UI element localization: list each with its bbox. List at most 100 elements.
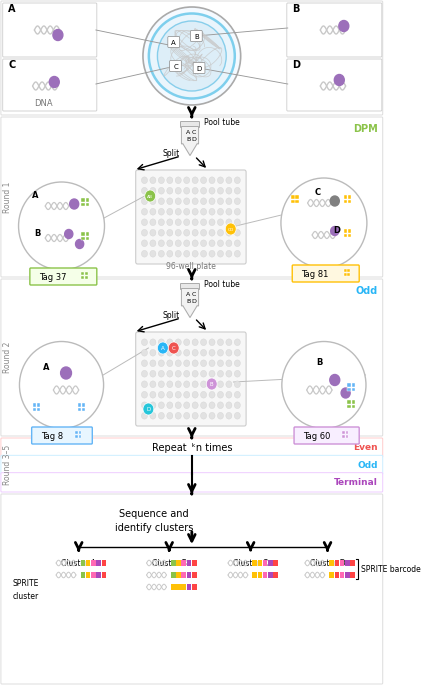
- Circle shape: [175, 339, 181, 346]
- Circle shape: [167, 240, 173, 247]
- Circle shape: [150, 371, 156, 377]
- Circle shape: [234, 219, 240, 225]
- Circle shape: [142, 381, 148, 388]
- FancyBboxPatch shape: [342, 435, 345, 438]
- FancyBboxPatch shape: [348, 234, 351, 237]
- FancyBboxPatch shape: [296, 195, 298, 199]
- Circle shape: [209, 219, 215, 225]
- Circle shape: [331, 227, 339, 236]
- FancyBboxPatch shape: [291, 199, 295, 203]
- Circle shape: [167, 208, 173, 215]
- Circle shape: [201, 339, 206, 346]
- FancyBboxPatch shape: [33, 403, 36, 406]
- Text: B: B: [194, 34, 199, 40]
- Circle shape: [167, 360, 173, 366]
- Text: A: A: [171, 40, 176, 45]
- Text: D: D: [146, 407, 151, 412]
- FancyBboxPatch shape: [86, 203, 89, 206]
- Circle shape: [150, 402, 156, 409]
- Text: CD: CD: [228, 227, 234, 232]
- Circle shape: [218, 391, 223, 398]
- Circle shape: [150, 412, 156, 419]
- Text: D: D: [191, 299, 196, 304]
- Text: B: B: [34, 229, 41, 238]
- Circle shape: [175, 198, 181, 205]
- Text: AB: AB: [147, 195, 153, 199]
- FancyBboxPatch shape: [1, 438, 383, 458]
- FancyBboxPatch shape: [33, 408, 36, 411]
- Text: Even: Even: [354, 443, 378, 452]
- Ellipse shape: [19, 182, 104, 270]
- Circle shape: [209, 349, 215, 356]
- FancyBboxPatch shape: [268, 560, 273, 566]
- Circle shape: [150, 240, 156, 247]
- Text: D: D: [196, 66, 202, 71]
- FancyBboxPatch shape: [79, 431, 81, 434]
- Circle shape: [192, 219, 198, 225]
- Text: A: A: [32, 191, 38, 200]
- FancyBboxPatch shape: [294, 427, 359, 444]
- FancyBboxPatch shape: [3, 59, 97, 111]
- Circle shape: [158, 381, 165, 388]
- FancyBboxPatch shape: [344, 234, 347, 237]
- Circle shape: [341, 388, 350, 398]
- Circle shape: [201, 371, 206, 377]
- Circle shape: [175, 229, 181, 236]
- FancyBboxPatch shape: [329, 572, 334, 578]
- Circle shape: [226, 188, 232, 194]
- Circle shape: [150, 229, 156, 236]
- FancyBboxPatch shape: [86, 560, 90, 566]
- Circle shape: [175, 219, 181, 225]
- Circle shape: [142, 391, 148, 398]
- FancyBboxPatch shape: [176, 572, 181, 578]
- FancyBboxPatch shape: [78, 403, 81, 406]
- Circle shape: [226, 219, 232, 225]
- Circle shape: [226, 412, 232, 419]
- FancyBboxPatch shape: [86, 572, 90, 578]
- Circle shape: [142, 177, 148, 184]
- FancyBboxPatch shape: [171, 560, 176, 566]
- Circle shape: [209, 188, 215, 194]
- FancyBboxPatch shape: [1, 117, 383, 277]
- FancyBboxPatch shape: [344, 229, 347, 232]
- FancyBboxPatch shape: [81, 232, 85, 236]
- FancyBboxPatch shape: [347, 383, 351, 386]
- Circle shape: [226, 402, 232, 409]
- FancyBboxPatch shape: [292, 265, 359, 282]
- Text: C: C: [172, 346, 176, 351]
- Circle shape: [175, 371, 181, 377]
- Circle shape: [226, 371, 232, 377]
- FancyBboxPatch shape: [1, 279, 383, 436]
- FancyBboxPatch shape: [344, 273, 346, 276]
- FancyBboxPatch shape: [1, 1, 383, 115]
- Circle shape: [209, 240, 215, 247]
- Text: Round 2: Round 2: [3, 342, 12, 373]
- FancyBboxPatch shape: [340, 572, 344, 578]
- Circle shape: [206, 378, 217, 390]
- Circle shape: [226, 229, 232, 236]
- Circle shape: [158, 402, 165, 409]
- Circle shape: [201, 188, 206, 194]
- FancyBboxPatch shape: [181, 121, 200, 127]
- Circle shape: [226, 381, 232, 388]
- Circle shape: [184, 371, 190, 377]
- FancyBboxPatch shape: [190, 31, 202, 42]
- FancyBboxPatch shape: [81, 236, 85, 240]
- Text: SPRITE
cluster: SPRITE cluster: [12, 580, 39, 601]
- Circle shape: [234, 371, 240, 377]
- FancyBboxPatch shape: [176, 560, 181, 566]
- Polygon shape: [183, 143, 197, 155]
- FancyBboxPatch shape: [86, 232, 89, 236]
- Text: Tag 60: Tag 60: [303, 432, 330, 440]
- FancyBboxPatch shape: [170, 60, 181, 71]
- Circle shape: [201, 219, 206, 225]
- FancyBboxPatch shape: [91, 572, 95, 578]
- Circle shape: [142, 198, 148, 205]
- Circle shape: [158, 339, 165, 346]
- Circle shape: [192, 371, 198, 377]
- FancyBboxPatch shape: [136, 170, 246, 264]
- Text: Cluster B: Cluster B: [152, 559, 187, 568]
- FancyBboxPatch shape: [81, 272, 84, 275]
- FancyBboxPatch shape: [287, 59, 382, 111]
- Circle shape: [175, 360, 181, 366]
